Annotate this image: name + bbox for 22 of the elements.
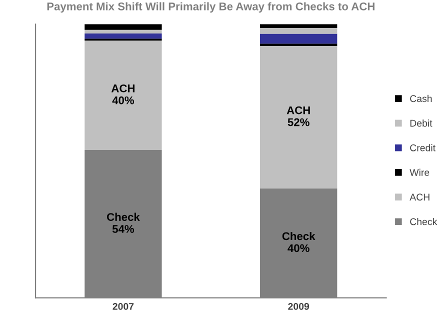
bar — [260, 46, 338, 188]
bar — [84, 24, 162, 30]
x-tick-label: 2007 — [112, 302, 134, 310]
legend-label: Credit — [410, 144, 436, 152]
x-tick-label: 2009 — [288, 302, 310, 310]
bar — [260, 34, 338, 44]
legend-label: ACH — [410, 194, 430, 201]
bar — [260, 24, 338, 28]
chart-title: Payment Mix Shift Will Primarily Be Away from Checks to ACH — [47, 2, 374, 13]
legend-label: Check — [410, 218, 438, 226]
bar — [84, 33, 162, 39]
legend-label: Wire — [410, 168, 430, 176]
data-label: ACH 52% — [286, 106, 310, 126]
legend-label: Debit — [410, 120, 432, 127]
bar — [260, 44, 338, 46]
legend-label: Cash — [410, 94, 432, 102]
data-label: ACH 40% — [111, 84, 134, 104]
data-label: Check 40% — [282, 232, 316, 252]
bar — [260, 28, 338, 34]
data-label: Check 54% — [106, 212, 140, 233]
bar — [84, 30, 162, 34]
bar — [84, 40, 162, 150]
